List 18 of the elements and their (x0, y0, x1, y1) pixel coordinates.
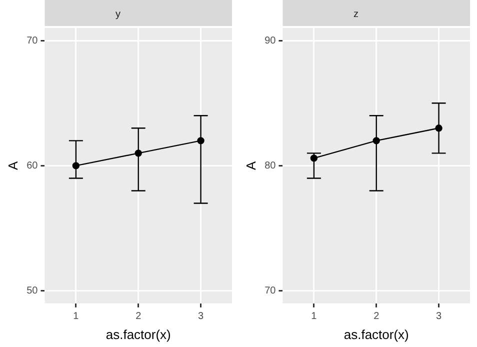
chart-title: y (116, 8, 120, 20)
y-tick-label: 80 (264, 160, 276, 172)
x-tick-label: 1 (73, 311, 80, 322)
x-tick-label: 2 (136, 311, 142, 322)
y-tick-label: 70 (26, 35, 38, 46)
y-tick-label: 50 (26, 286, 38, 297)
y-tick-label: 60 (26, 160, 38, 172)
x-tick-label: 1 (311, 311, 318, 322)
y-axis-title: A (5, 161, 20, 170)
x-axis-title: as.factor(x) (106, 326, 171, 342)
x-tick-label: 2 (374, 311, 380, 322)
y-tick-label: 90 (264, 35, 276, 46)
x-tick-label: 3 (436, 311, 442, 322)
x-tick-label: 3 (198, 311, 204, 322)
y-tick-label: 70 (264, 286, 276, 297)
x-axis-title: as.factor(x) (344, 326, 409, 342)
y-axis-title: A (243, 161, 258, 170)
chart-title: z (354, 8, 358, 20)
